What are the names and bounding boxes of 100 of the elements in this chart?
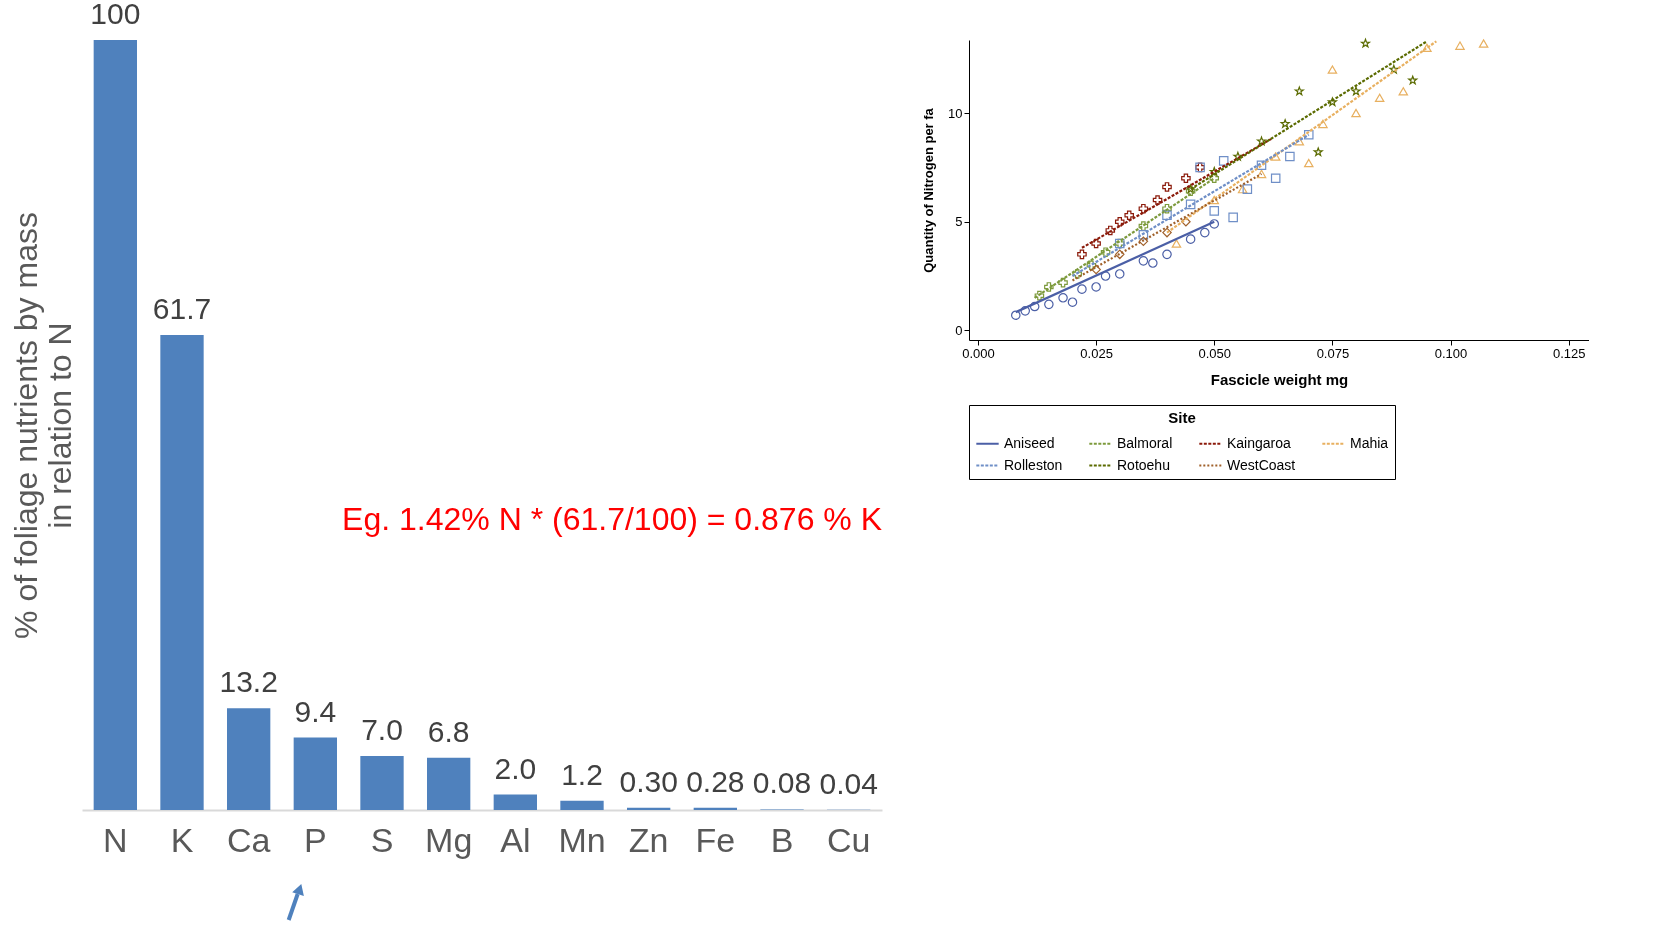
- point: [1077, 284, 1087, 294]
- y-tick-label: 10: [948, 105, 963, 121]
- point: [1327, 97, 1337, 107]
- x-tick-label: B: [770, 820, 794, 859]
- point: [1100, 271, 1111, 281]
- point: [1138, 230, 1149, 240]
- point: [1162, 203, 1172, 214]
- bar: [293, 737, 337, 810]
- point: [1270, 173, 1281, 184]
- point: [1374, 93, 1385, 103]
- point: [1313, 147, 1323, 157]
- point: [1091, 238, 1101, 249]
- point: [1256, 160, 1267, 170]
- x-tick-label: P: [303, 820, 327, 859]
- bar: [493, 794, 537, 810]
- data-label: 100: [90, 0, 141, 30]
- x-tick-label: 0.025: [1080, 345, 1113, 361]
- x-tick-label: 0.075: [1316, 345, 1350, 361]
- point: [1162, 182, 1172, 192]
- legend-label: Balmoral: [1117, 434, 1173, 451]
- point: [1067, 297, 1078, 307]
- data-label: 7.0: [361, 713, 403, 747]
- point: [1478, 39, 1489, 48]
- point: [1360, 38, 1371, 48]
- point: [1209, 195, 1220, 205]
- point: [1422, 43, 1432, 53]
- point: [1114, 249, 1125, 260]
- legend-title: Site: [1168, 409, 1196, 426]
- point: [1303, 158, 1314, 168]
- legend-label: Rolleston: [1004, 456, 1063, 473]
- point: [1100, 247, 1111, 257]
- point: [1209, 219, 1220, 229]
- legend-label: Kaingaroa: [1227, 434, 1292, 451]
- x-tick-label: 0.125: [1552, 345, 1586, 361]
- bar: [427, 757, 471, 810]
- x-tick-label: Al: [500, 820, 531, 859]
- point: [1294, 86, 1304, 96]
- point: [1256, 169, 1267, 179]
- point: [1256, 136, 1267, 146]
- point: [1185, 234, 1196, 244]
- point: [1138, 221, 1149, 231]
- data-label: 0.04: [819, 766, 878, 800]
- point: [1200, 227, 1210, 238]
- point: [1242, 184, 1253, 194]
- point: [1185, 199, 1196, 210]
- point: [1091, 282, 1101, 292]
- point: [1318, 119, 1328, 129]
- bar: [693, 807, 737, 810]
- data-label: 6.8: [427, 714, 470, 748]
- point: [1058, 293, 1068, 303]
- point: [1209, 206, 1220, 216]
- point: [1072, 269, 1082, 279]
- point: [1209, 166, 1219, 176]
- y-axis-title: Quantity of Nitrogen per fa: [921, 107, 937, 273]
- point: [1162, 210, 1172, 220]
- data-label: 0.28: [686, 764, 745, 798]
- point: [1218, 156, 1229, 166]
- bar: [560, 800, 604, 810]
- point: [1389, 64, 1399, 74]
- data-label: 1.2: [561, 757, 603, 791]
- point: [1020, 306, 1031, 316]
- point: [1114, 269, 1125, 279]
- point: [1294, 137, 1305, 146]
- bar: [93, 40, 137, 810]
- data-label: 9.4: [294, 694, 337, 728]
- y-tick-label: 0: [955, 322, 963, 338]
- point: [1162, 249, 1172, 260]
- x-tick-label: 0.100: [1434, 345, 1468, 361]
- point: [1138, 236, 1149, 247]
- x-tick-label: N: [103, 820, 128, 859]
- point: [1138, 203, 1149, 214]
- x-axis-title: Fascicle weight mg: [1210, 370, 1349, 388]
- x-tick-label: Ca: [226, 820, 271, 859]
- y-tick-label: 5: [955, 214, 963, 230]
- legend-label: Aniseed: [1004, 434, 1055, 451]
- point: [1171, 239, 1182, 248]
- x-tick-label: Fe: [695, 820, 736, 859]
- y-axis-title: % of foliage nutrients by mass in relation to N: [7, 212, 78, 639]
- legend-label: Mahia: [1350, 434, 1389, 451]
- legend-label: WestCoast: [1227, 456, 1296, 473]
- bar: [227, 708, 271, 810]
- point: [1237, 184, 1248, 194]
- data-label: 2.0: [494, 751, 537, 785]
- point: [1181, 173, 1191, 184]
- data-label: 0.30: [619, 764, 678, 798]
- point: [1091, 264, 1101, 275]
- bar: [360, 756, 404, 810]
- x-tick-label: K: [170, 820, 194, 859]
- point: [1181, 216, 1191, 227]
- x-tick-label: Zn: [628, 820, 669, 859]
- data-label: 61.7: [152, 291, 212, 325]
- x-tick-label: 0.050: [1198, 345, 1232, 361]
- point: [1011, 310, 1021, 320]
- point: [1162, 227, 1172, 238]
- point: [1285, 151, 1295, 162]
- point: [1327, 65, 1338, 74]
- point: [1029, 301, 1040, 312]
- point: [1138, 256, 1149, 266]
- x-tick-label: 0.000: [962, 345, 995, 361]
- point: [1044, 282, 1054, 292]
